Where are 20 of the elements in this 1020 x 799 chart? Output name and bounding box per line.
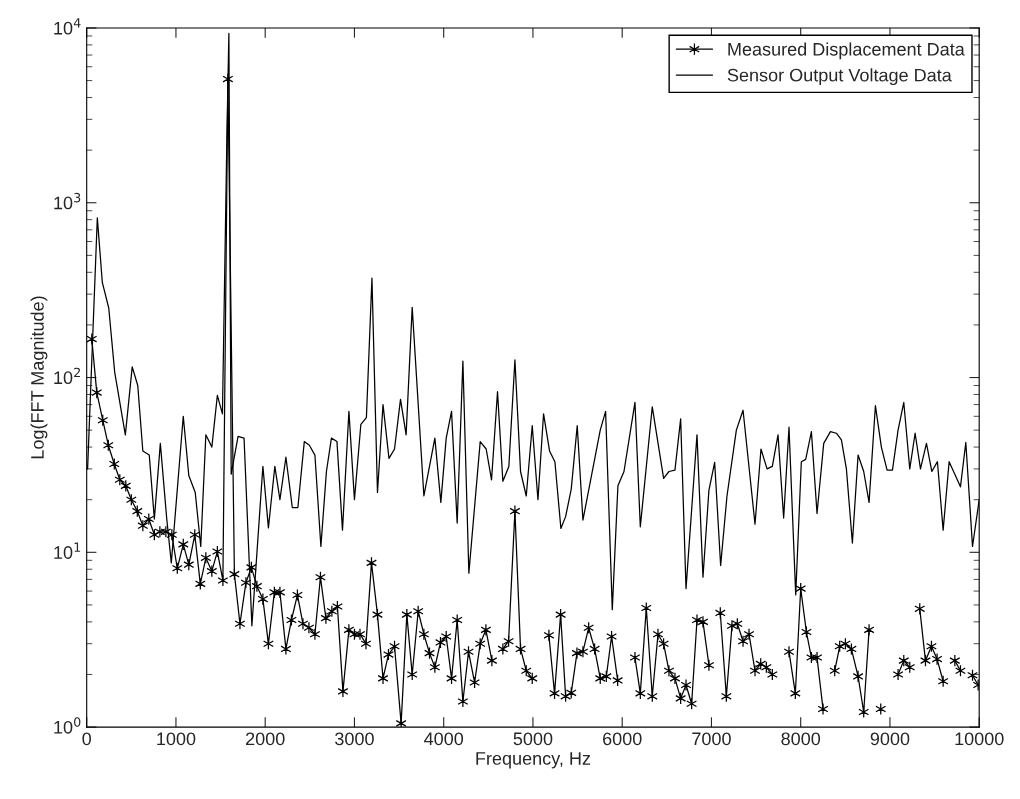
legend-label: Sensor Output Voltage Data [727, 68, 952, 86]
x-tick-label: 8000 [781, 732, 821, 746]
x-tick-label: 3000 [335, 732, 374, 746]
y-tick-label: 10$^{3}$ [54, 192, 81, 210]
x-tick-label: 0 [82, 732, 92, 746]
y-tick-label: 10$^{0}$ [54, 717, 81, 734]
x-tick-label: 5000 [513, 732, 553, 746]
x-tick-label: 4000 [424, 732, 464, 746]
y-tick-label: 10$^{1}$ [54, 542, 81, 559]
y-tick-label: 10$^{4}$ [54, 18, 81, 35]
x-tick-label: 1000 [157, 732, 196, 746]
x-axis-title: Frequency, Hz [476, 752, 591, 769]
legend-label: Measured Displacement Data [728, 42, 965, 60]
x-tick-label: 6000 [603, 732, 642, 746]
y-tick-label: 10$^{2}$ [54, 367, 80, 385]
x-tick-label: 7000 [692, 732, 731, 746]
x-tick-label: 10000 [955, 732, 1004, 746]
y-axis-title: Log(FFT Magnitude) [30, 296, 48, 459]
x-tick-label: 2000 [246, 732, 285, 746]
x-tick-label: 9000 [870, 732, 910, 746]
